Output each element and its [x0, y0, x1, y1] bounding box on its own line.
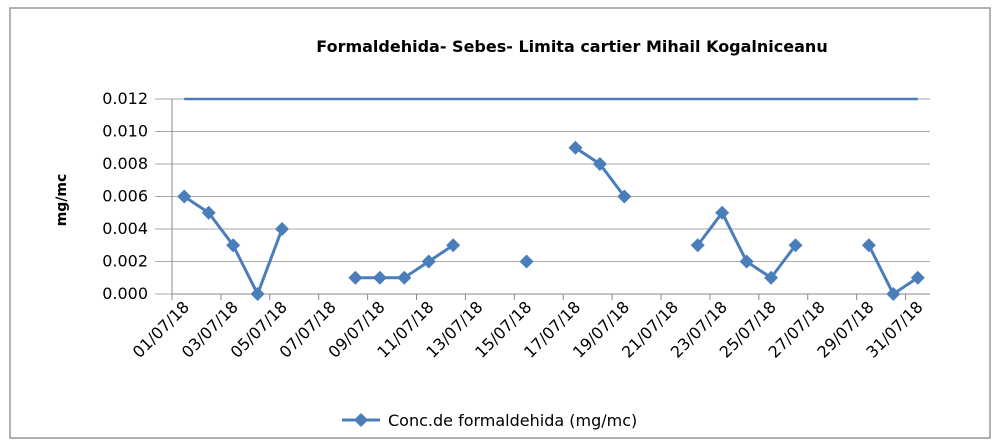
- data-point: [592, 157, 607, 171]
- legend-label: Conc.de formaldehida (mg/mc): [388, 411, 637, 430]
- legend-marker: [354, 413, 368, 427]
- data-point: [788, 238, 803, 253]
- data-point: [201, 205, 216, 220]
- data-point: [397, 270, 412, 285]
- y-tick-label: 0.008: [102, 154, 148, 173]
- data-point: [177, 189, 192, 204]
- data-point: [568, 140, 583, 155]
- y-tick-label: 0.010: [102, 122, 148, 141]
- y-tick-label: 0.000: [102, 284, 148, 303]
- data-point: [910, 270, 925, 285]
- data-point: [446, 238, 461, 253]
- data-point: [861, 238, 876, 253]
- data-point: [715, 205, 730, 220]
- data-point: [886, 287, 901, 301]
- data-point: [519, 254, 534, 269]
- data-point: [421, 254, 436, 269]
- chart-title: Formaldehida- Sebes- Limita cartier Miha…: [316, 37, 827, 56]
- y-tick-label: 0.004: [102, 219, 148, 238]
- data-point: [739, 254, 754, 269]
- y-tick-label: 0.002: [102, 252, 148, 271]
- data-point: [372, 270, 387, 285]
- y-axis-label: mg/mc: [54, 174, 70, 227]
- data-point: [617, 189, 632, 204]
- chart-frame: [9, 7, 991, 439]
- data-point: [348, 270, 363, 285]
- y-tick-label: 0.012: [102, 89, 148, 108]
- data-point: [250, 287, 265, 301]
- data-point: [764, 270, 779, 285]
- data-point: [690, 238, 705, 253]
- data-point: [226, 238, 241, 253]
- data-point: [275, 222, 290, 236]
- y-tick-label: 0.006: [102, 187, 148, 206]
